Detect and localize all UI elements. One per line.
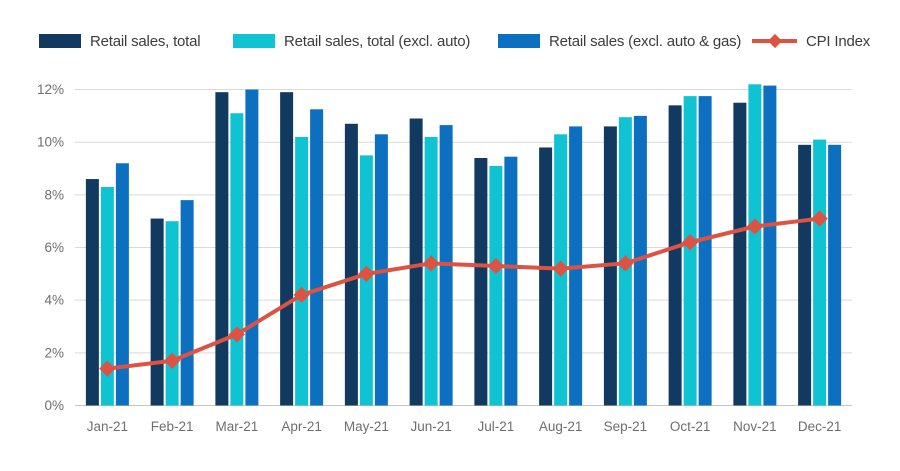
series-retail-sales-excl-auto-gas xyxy=(115,85,842,406)
cpi-marker-diamond-icon xyxy=(163,352,181,369)
series-retail-sales-total xyxy=(85,92,812,406)
legend-item-retail-sales-excl-auto-gas: Retail sales (excl. auto & gas) xyxy=(498,32,741,50)
x-tick-label: Oct-21 xyxy=(670,419,711,434)
x-tick-label: May-21 xyxy=(344,419,389,434)
cpi-marker-diamond-icon xyxy=(811,210,828,227)
legend-item-retail-sales-total: Retail sales, total xyxy=(39,32,201,50)
legend-swatch-blue-icon xyxy=(498,34,540,48)
x-tick-label: Sep-21 xyxy=(604,419,648,434)
cpi-marker-diamond-icon xyxy=(617,255,634,272)
cpi-marker-diamond-icon xyxy=(293,286,310,304)
bar-mar-21 xyxy=(215,92,229,406)
cpi-diamond-icon xyxy=(767,33,782,49)
legend-item-retail-sales-excl-auto: Retail sales, total (excl. auto) xyxy=(233,32,470,50)
bar-feb-21 xyxy=(180,200,194,406)
bar-feb-21 xyxy=(165,221,179,406)
legend-label-retail-sales-total: Retail sales, total xyxy=(90,32,201,50)
series-cpi-index xyxy=(99,210,828,377)
bar-dec-21 xyxy=(798,144,812,406)
x-tick-label: Mar-21 xyxy=(215,419,258,434)
cpi-marker-diamond-icon xyxy=(487,257,505,275)
legend-swatch-navy-icon xyxy=(39,34,81,48)
bar-dec-21 xyxy=(828,144,842,406)
legend-item-cpi-index: CPI Index xyxy=(752,32,870,50)
x-tick-label: Aug-21 xyxy=(539,419,583,434)
bar-apr-21 xyxy=(310,109,324,406)
bar-nov-21 xyxy=(763,85,777,406)
bar-feb-21 xyxy=(150,218,164,406)
series-retail-sales-total-excl-auto xyxy=(100,84,827,406)
bar-jun-21 xyxy=(409,118,423,406)
bar-oct-21 xyxy=(668,105,682,406)
cpi-index-line xyxy=(105,216,822,371)
y-tick-label: 6% xyxy=(44,240,64,255)
gridlines: 0% 2% 4% 6% 8% 10% 12% xyxy=(37,82,852,413)
bar-jul-21 xyxy=(474,157,488,406)
cpi-line-marker-icon xyxy=(752,33,797,49)
bar-apr-21 xyxy=(280,92,294,406)
cpi-marker-diamond-icon xyxy=(422,255,440,272)
x-tick-label: Feb-21 xyxy=(151,419,194,434)
x-tick-label: Nov-21 xyxy=(733,419,777,434)
bar-oct-21 xyxy=(683,96,697,406)
cpi-marker-diamond-icon xyxy=(228,326,246,343)
y-tick-label: 10% xyxy=(37,135,64,150)
x-tick-label: Jun-21 xyxy=(410,419,451,434)
bar-jan-21 xyxy=(85,179,99,406)
chart-legend: Retail sales, total Retail sales, total … xyxy=(0,0,900,60)
bar-jan-21 xyxy=(100,186,114,406)
bar-mar-21 xyxy=(230,113,244,406)
cpi-marker-diamond-icon xyxy=(358,265,375,282)
y-tick-label: 4% xyxy=(44,293,64,308)
legend-swatch-cyan-icon xyxy=(233,34,275,48)
y-tick-label: 8% xyxy=(44,187,64,202)
bar-jul-21 xyxy=(489,165,503,406)
cpi-marker-diamond-icon xyxy=(552,260,569,277)
bar-oct-21 xyxy=(698,96,712,406)
bar-dec-21 xyxy=(813,139,827,406)
legend-label-retail-sales-excl-auto: Retail sales, total (excl. auto) xyxy=(284,32,471,50)
y-tick-label: 2% xyxy=(44,345,64,360)
bar-mar-21 xyxy=(245,89,259,406)
y-tick-label: 0% xyxy=(44,398,64,413)
bar-may-21 xyxy=(344,123,358,406)
x-axis-labels: Jan-21 Feb-21 Mar-21 Apr-21 May-21 Jun-21 Jul-… xyxy=(87,419,842,434)
x-tick-label: Jul-21 xyxy=(477,419,514,434)
x-tick-label: Dec-21 xyxy=(798,419,842,434)
x-tick-label: Jan-21 xyxy=(87,419,128,434)
legend-label-retail-sales-excl-auto-gas: Retail sales (excl. auto & gas) xyxy=(549,32,742,50)
cpi-marker-diamond-icon xyxy=(681,234,699,251)
x-tick-label: Apr-21 xyxy=(281,419,322,434)
bar-nov-21 xyxy=(733,102,747,406)
bar-jan-21 xyxy=(115,163,129,406)
bar-jul-21 xyxy=(504,156,518,406)
bar-apr-21 xyxy=(295,136,309,406)
legend-label-cpi-index: CPI Index xyxy=(806,32,871,50)
y-tick-label: 12% xyxy=(37,82,64,97)
bar-aug-21 xyxy=(539,147,553,406)
bar-sep-21 xyxy=(633,115,647,406)
cpi-marker-diamond-icon xyxy=(99,360,116,377)
bar-nov-21 xyxy=(748,84,762,406)
cpi-marker-diamond-icon xyxy=(746,218,764,235)
